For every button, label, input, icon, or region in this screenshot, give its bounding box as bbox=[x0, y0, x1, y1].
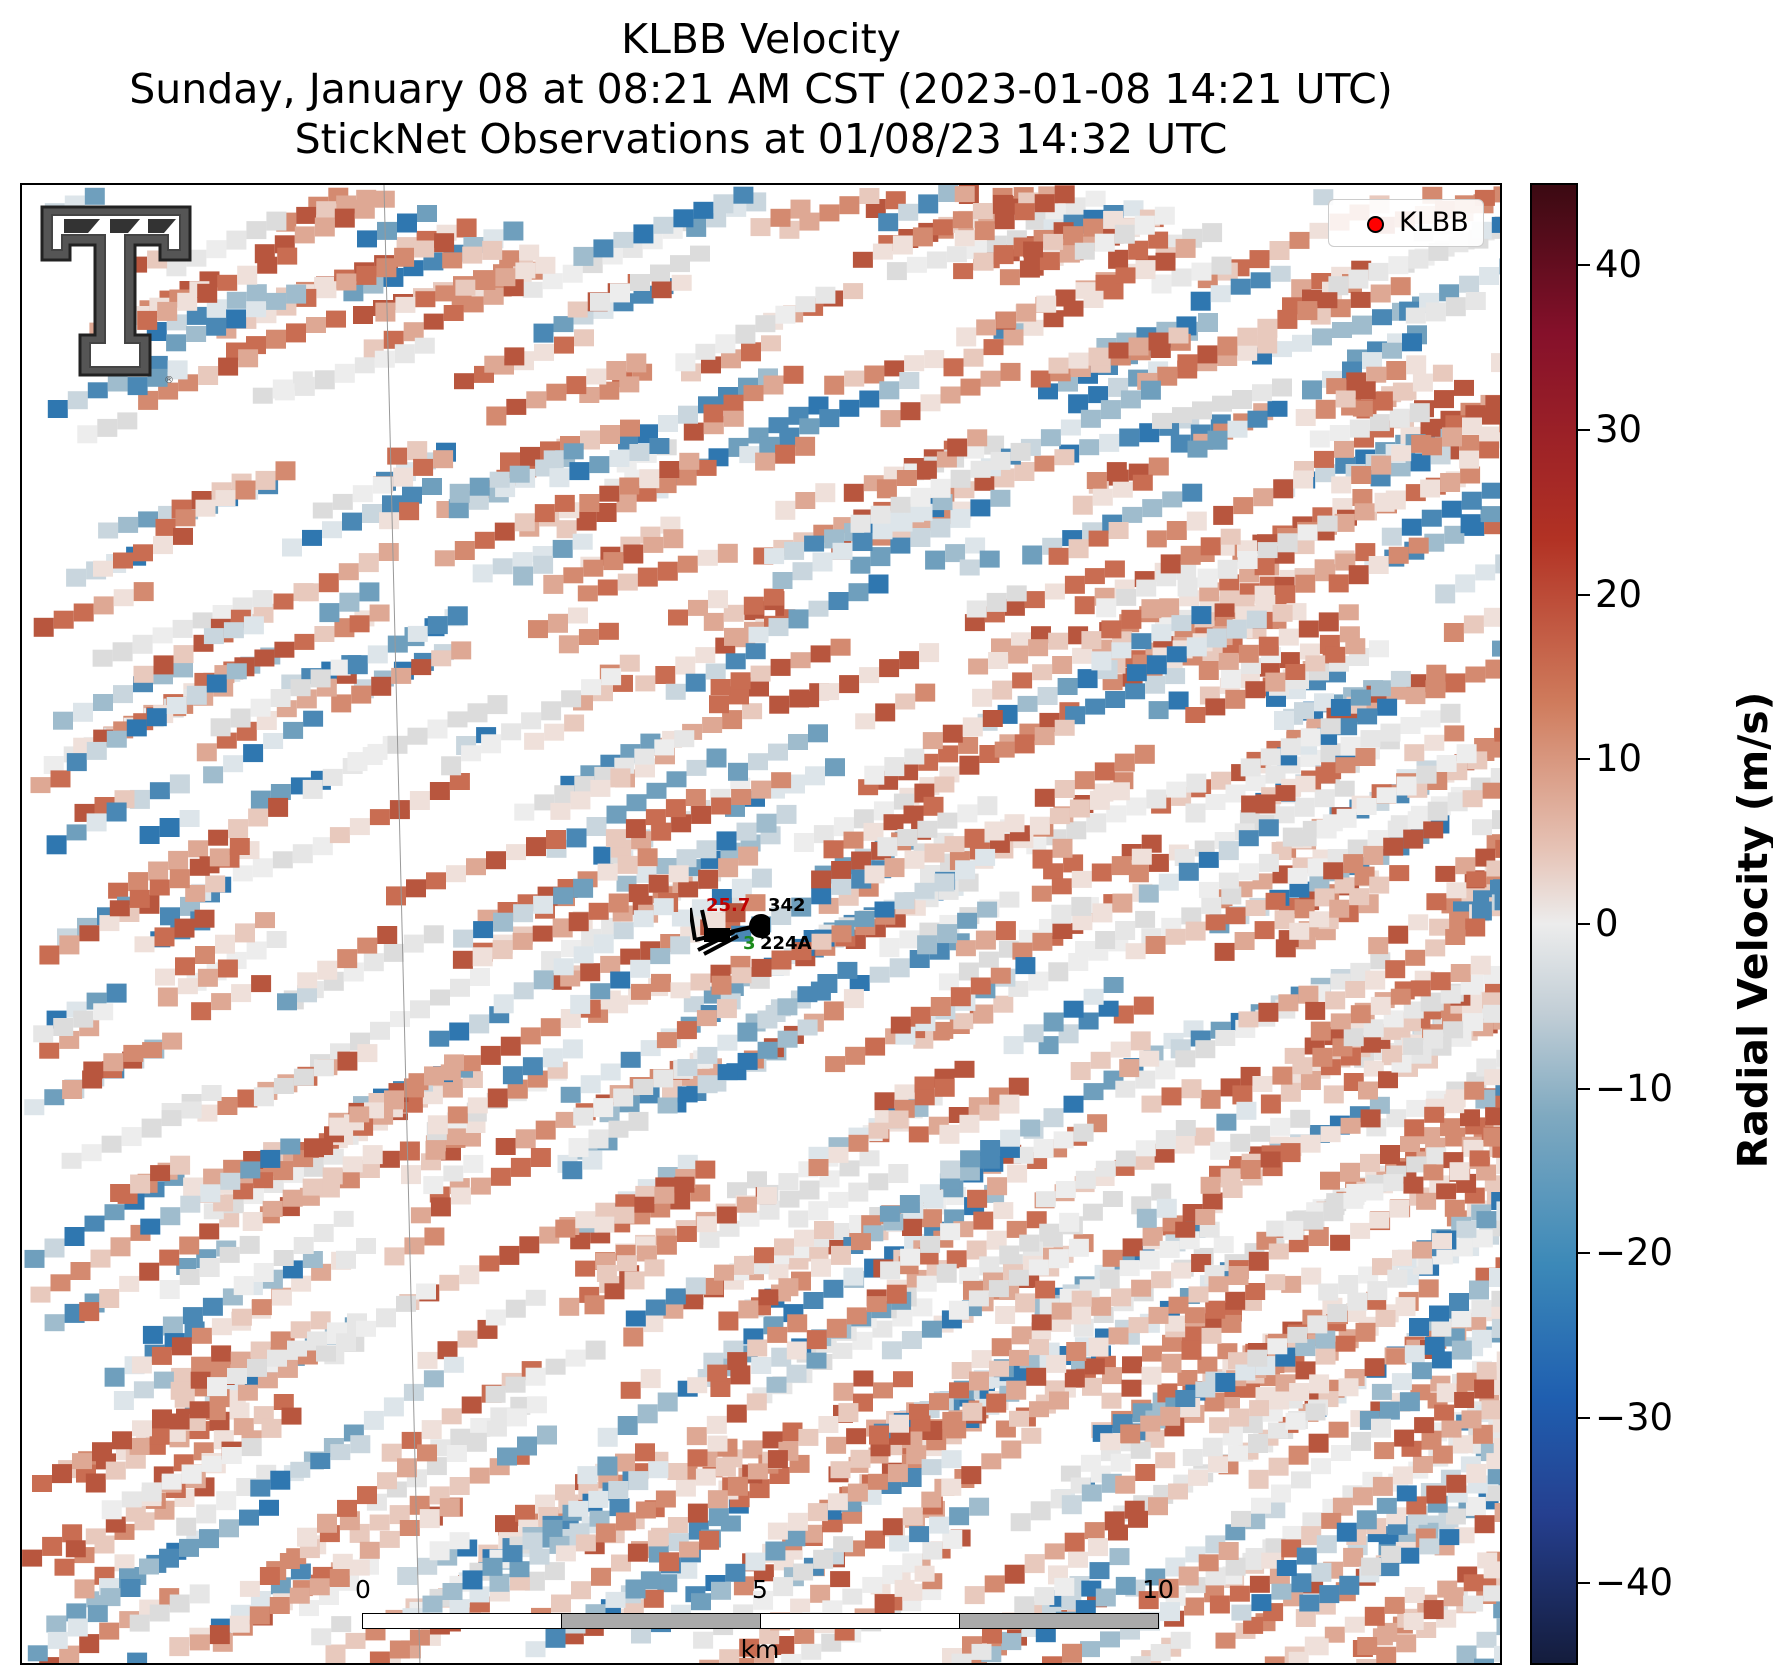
colorbar-tick bbox=[1578, 593, 1590, 596]
wind-barb-icon bbox=[690, 907, 770, 956]
scalebar-segment bbox=[362, 1613, 562, 1629]
scalebar-label-10: 10 bbox=[1142, 1575, 1174, 1604]
colorbar-tick-label: 30 bbox=[1595, 408, 1643, 451]
colorbar-tick bbox=[1578, 429, 1590, 431]
scalebar-unit: km bbox=[740, 1635, 780, 1664]
colorbar bbox=[1530, 183, 1578, 1665]
legend-label: KLBB bbox=[1399, 207, 1469, 238]
station-dewpoint: 3 bbox=[743, 933, 756, 954]
svg-text:®: ® bbox=[164, 375, 174, 385]
colorbar-tick bbox=[1578, 1581, 1590, 1584]
scalebar-segment bbox=[561, 1613, 761, 1629]
colorbar-label: Radial Velocity (m/s) bbox=[1729, 691, 1773, 1169]
station-pressure: 342 bbox=[768, 895, 806, 916]
scalebar-segment bbox=[959, 1613, 1159, 1629]
station-temperature: 25.7 bbox=[706, 895, 751, 916]
texas-tech-logo-icon: ® bbox=[40, 205, 192, 385]
map-legend: KLBB bbox=[1328, 199, 1484, 247]
title-line-1: KLBB Velocity bbox=[621, 15, 901, 63]
station-id: 224A bbox=[760, 933, 812, 954]
scalebar-label-0: 0 bbox=[355, 1575, 371, 1604]
colorbar-tick bbox=[1578, 1417, 1590, 1419]
colorbar-tick bbox=[1578, 1252, 1590, 1255]
title-line-3: StickNet Observations at 01/08/23 14:32 … bbox=[294, 115, 1228, 163]
colorbar-tick-label: −40 bbox=[1595, 1560, 1674, 1604]
scalebar-label-5: 5 bbox=[752, 1575, 768, 1604]
colorbar-tick-label: 40 bbox=[1595, 243, 1643, 287]
colorbar-tick-label: −10 bbox=[1595, 1066, 1674, 1110]
colorbar-tick bbox=[1578, 923, 1590, 925]
colorbar-tick bbox=[1578, 1087, 1590, 1090]
radar-map-panel[interactable] bbox=[20, 183, 1502, 1665]
scalebar-segment bbox=[760, 1613, 960, 1629]
colorbar-tick-label: 0 bbox=[1595, 902, 1619, 945]
colorbar-tick bbox=[1578, 758, 1590, 761]
colorbar-tick bbox=[1578, 264, 1590, 267]
colorbar-tick-label: −30 bbox=[1595, 1396, 1674, 1439]
chart-title: KLBB Velocity Sunday, January 08 at 08:2… bbox=[0, 14, 1522, 164]
radar-velocity-field bbox=[22, 185, 1500, 1663]
colorbar-tick-label: 10 bbox=[1595, 737, 1643, 781]
title-line-2: Sunday, January 08 at 08:21 AM CST (2023… bbox=[129, 65, 1393, 113]
colorbar-tick-label: 20 bbox=[1595, 572, 1643, 616]
radar-site-marker-icon bbox=[1367, 216, 1384, 233]
colorbar-tick-label: −20 bbox=[1595, 1231, 1674, 1275]
scalebar bbox=[362, 1613, 1159, 1631]
